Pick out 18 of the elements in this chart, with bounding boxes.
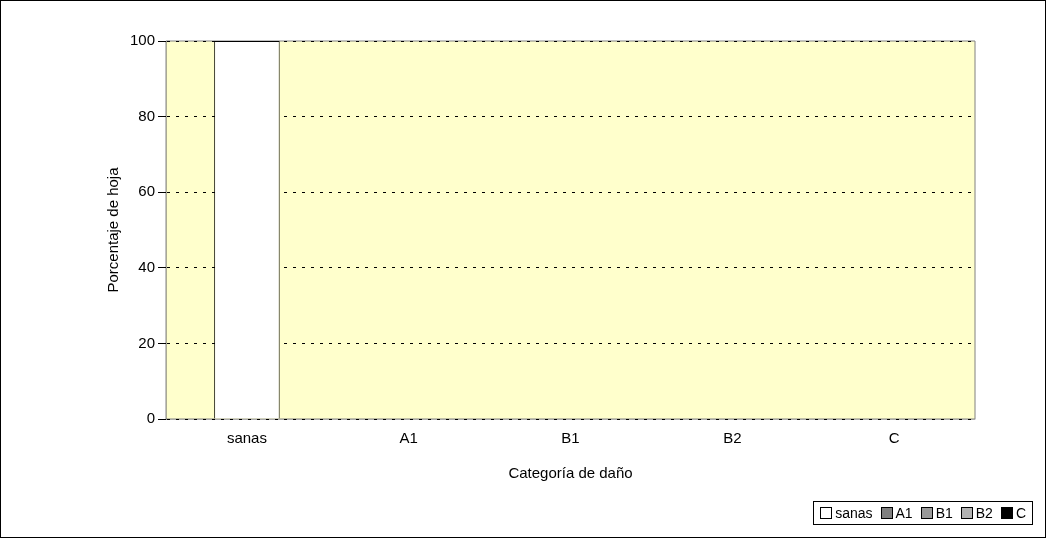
x-tick-label: B2 (723, 429, 742, 447)
legend-label: B2 (974, 505, 993, 521)
y-tick-label: 0 (146, 409, 156, 427)
x-tick-label: sanas (226, 429, 267, 447)
x-tick-label: A1 (399, 429, 418, 447)
y-tick-label: 80 (138, 106, 156, 124)
y-axis-title: Porcentaje de hoja (104, 166, 122, 293)
y-tick-label: 20 (138, 333, 156, 351)
legend-label: A1 (894, 505, 913, 521)
x-tick-label: C (888, 429, 900, 447)
legend-label: C (1014, 505, 1026, 521)
legend-label: B1 (934, 505, 953, 521)
x-tick-label: B1 (561, 429, 580, 447)
y-tick-label: 40 (138, 257, 156, 275)
y-tick-label: 60 (138, 182, 156, 200)
legend-label: sanas (834, 505, 873, 521)
y-tick-label: 100 (130, 31, 156, 49)
x-axis-title: Categoría de daño (508, 464, 633, 482)
